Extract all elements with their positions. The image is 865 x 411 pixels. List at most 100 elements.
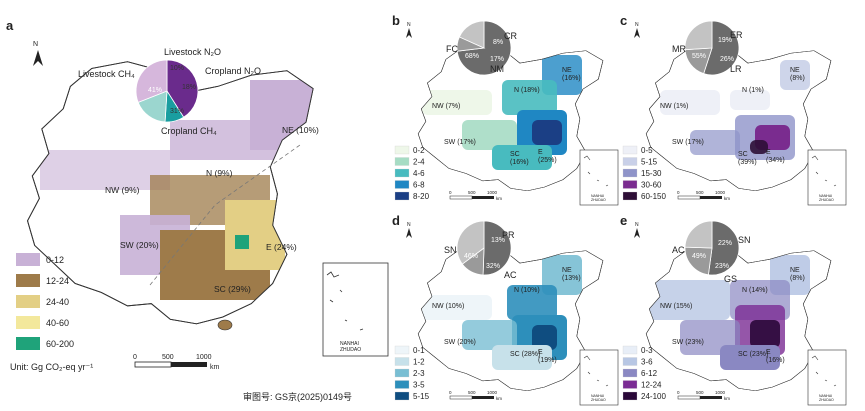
map-a-fill-hotspot <box>235 235 249 249</box>
pie-b-label-0: FC <box>446 44 458 54</box>
legend-c-label-1: 5-15 <box>641 158 658 167</box>
legend-a-label-1: 12-24 <box>46 276 69 286</box>
legend-b-label-2: 4-6 <box>413 169 425 178</box>
pie-e-label-1: SN <box>738 235 751 245</box>
legend-b-label-1: 2-4 <box>413 158 425 167</box>
pie-d-slice-2 <box>456 220 485 265</box>
region-label-ne: NE (10%) <box>282 125 319 135</box>
scale-bar-b-black <box>472 196 494 199</box>
scale-tick-d-0: 0 <box>449 390 452 395</box>
map-fill-e <box>646 255 810 370</box>
legend-d-label-4: 5-15 <box>413 392 430 401</box>
scale-unit-b: km <box>496 196 502 201</box>
legend-e-label-0: 0-3 <box>641 346 653 355</box>
scale-unit-d: km <box>496 396 502 401</box>
north-arrow-e <box>634 228 640 238</box>
map-c-blob-1 <box>730 90 770 110</box>
legend-a-label-2: 24-40 <box>46 297 69 307</box>
region-label-b-ne: NE (16%) <box>562 67 581 82</box>
map-d-blob-0 <box>542 255 582 295</box>
legend-a-label-0: 0-12 <box>46 255 64 265</box>
map-fill-b <box>422 55 582 170</box>
north-label-c: N <box>635 22 639 28</box>
inset-d <box>579 349 619 406</box>
region-label-sc: SC (29%) <box>214 284 251 294</box>
scale-bar-a: 0 500 1000 km <box>133 354 220 371</box>
legend-e-label-3: 12-24 <box>641 381 662 390</box>
scale-tick-e-2: 1000 <box>715 390 726 395</box>
pie-b-label-1: CR <box>504 31 517 41</box>
region-label-b-e: E (25%) <box>538 149 557 164</box>
pie-a-label-1: Livestock N₂O <box>164 47 221 57</box>
legend-c-swatch-1 <box>622 157 638 166</box>
scale-bar-d-white <box>449 395 473 400</box>
pie-a-pct-0: 41% <box>148 87 162 94</box>
pie-d-pct-0: 46% <box>464 253 478 260</box>
inset-e <box>807 349 847 406</box>
panel-letter-d: d <box>392 213 400 228</box>
legend-c-swatch-4 <box>622 191 638 201</box>
scale-bar-d-black <box>472 396 494 399</box>
map-c-blob-6 <box>660 90 720 115</box>
region-label-d-ne: NE (13%) <box>562 267 581 282</box>
pie-e-slice-2 <box>684 220 713 249</box>
region-label-e-n: N (14%) <box>742 287 768 294</box>
legend-e-swatch-2 <box>622 368 638 378</box>
legend-c-swatch-0 <box>622 145 638 155</box>
legend-e-label-1: 3-6 <box>641 358 653 367</box>
map-a <box>26 61 314 331</box>
legend-e-label-4: 24-100 <box>641 392 666 401</box>
map-d-blob-4 <box>462 320 517 350</box>
scale-tick-c-1: 500 <box>696 190 704 195</box>
map-e-blob-3 <box>750 320 780 348</box>
inset-label-line1: NANHAI <box>340 341 359 347</box>
inset-c <box>807 149 847 206</box>
region-label-d-nw: NW (10%) <box>432 303 464 310</box>
scale-tick-b-0: 0 <box>449 190 452 195</box>
pie-b-pct-1: 8% <box>493 39 503 46</box>
pie-b-pct-2: 17% <box>490 56 504 63</box>
scale-tick-d-1: 500 <box>468 390 476 395</box>
map-a-fill-nw <box>40 150 170 190</box>
inset-label-c-1: NANHAI <box>819 194 832 198</box>
pie-a: 41% 10% 18% 31% Livestock CH₄ Livestock … <box>78 47 261 136</box>
inset-a: NANHAI ZHUDAO <box>322 262 389 357</box>
map-b-blob-4 <box>462 120 517 150</box>
scale-tick-e-1: 500 <box>696 390 704 395</box>
legend-c-label-3: 30-60 <box>641 181 662 190</box>
legend-d-label-2: 2-3 <box>413 369 425 378</box>
legend-a-swatch-2 <box>16 295 40 308</box>
legend-d-swatch-3 <box>394 380 410 389</box>
legend-c-swatch-2 <box>622 168 638 178</box>
scale-tick-1000: 1000 <box>196 354 212 361</box>
legend-b-swatch-0 <box>394 145 410 155</box>
legend-b-label-3: 6-8 <box>413 181 425 190</box>
legend-c-label-4: 60-150 <box>641 192 666 201</box>
pie-e-label-0: AC <box>672 245 685 255</box>
legend-b-swatch-3 <box>394 180 410 189</box>
legend-b-swatch-1 <box>394 157 410 166</box>
pie-c <box>684 20 740 76</box>
map-d-blob-6 <box>492 345 552 370</box>
north-label-d: N <box>407 222 411 228</box>
inset-label-e-2: ZHUDAO <box>819 398 834 402</box>
pie-a-label-3: Cropland CH₄ <box>161 126 217 136</box>
panel-letter-e: e <box>620 213 627 228</box>
map-b-blob-6 <box>492 145 552 170</box>
legend-d-label-3: 3-5 <box>413 381 425 390</box>
region-label-d-sc: SC (28%) <box>510 351 540 358</box>
pie-c-label-1: ER <box>730 30 743 40</box>
region-label-d-n: N (10%) <box>514 287 540 294</box>
north-arrow-a: N <box>33 41 43 66</box>
pie-d-label-2: AC <box>504 270 517 280</box>
region-label-b-n: N (18%) <box>514 87 540 94</box>
map-fill-c <box>660 60 810 160</box>
legend-a: 0-12 12-24 24-40 40-60 60-200 <box>16 253 74 350</box>
map-e-blob-6 <box>720 345 780 370</box>
legend-b-label-0: 0-2 <box>413 146 425 155</box>
panel-a: a N NE (10%) N (9%) NW (9%) <box>6 18 389 372</box>
scale-bar-e-black <box>700 396 722 399</box>
pie-e-pct-2: 23% <box>715 263 729 270</box>
legend-d-label-1: 1-2 <box>413 358 425 367</box>
map-b-blob-1 <box>502 80 557 115</box>
